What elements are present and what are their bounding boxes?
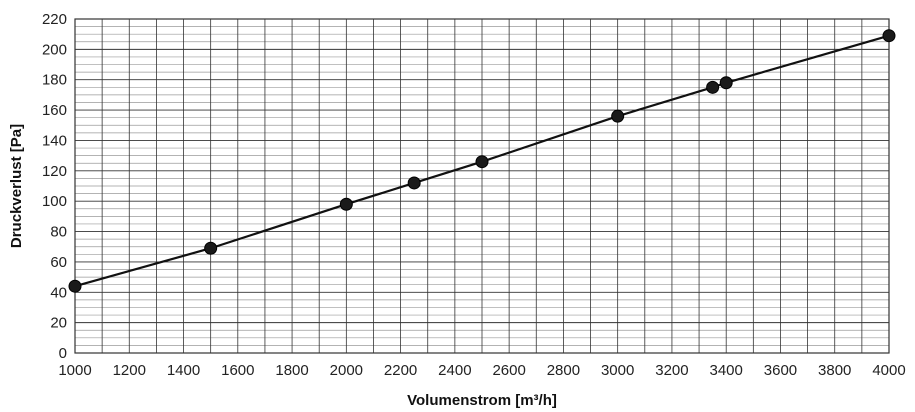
y-axis-title: Druckverlust [Pa]: [8, 124, 25, 248]
data-point: [882, 29, 896, 43]
data-point: [339, 197, 353, 211]
x-tick-label: 4000: [872, 362, 905, 379]
y-tick-label: 20: [50, 315, 67, 332]
series-layer: [68, 29, 896, 293]
x-tick-label: 1400: [167, 362, 200, 379]
x-tick-label: 2000: [330, 362, 363, 379]
x-tick-label: 3600: [764, 362, 797, 379]
major-gridlines: [75, 19, 889, 353]
y-tick-label: 120: [42, 163, 67, 180]
y-tick-label: 140: [42, 132, 67, 149]
x-tick-label: 2400: [438, 362, 471, 379]
x-tick-label: 2800: [547, 362, 580, 379]
x-tick-label: 1200: [113, 362, 146, 379]
x-tick-label: 3200: [655, 362, 688, 379]
plot-area-frame: [74, 18, 890, 354]
y-tick-label: 220: [42, 11, 67, 28]
x-tick-label: 1800: [275, 362, 308, 379]
y-axis-tick-labels: 0 20 40 60 80 100 120 140 160 180 200 220: [42, 11, 67, 362]
y-tick-label: 80: [50, 224, 67, 241]
y-tick-label: 0: [59, 345, 67, 362]
data-point: [475, 155, 489, 169]
y-tick-label: 180: [42, 72, 67, 89]
x-tick-label: 2200: [384, 362, 417, 379]
x-axis-title: Volumenstrom [m³/h]: [407, 392, 557, 409]
x-tick-label: 3400: [710, 362, 743, 379]
data-point: [407, 176, 421, 190]
y-tick-label: 60: [50, 254, 67, 271]
x-tick-label: 1600: [221, 362, 254, 379]
data-point: [611, 109, 625, 123]
data-point: [719, 76, 733, 90]
y-tick-label: 200: [42, 41, 67, 58]
data-point: [204, 241, 218, 255]
x-tick-label: 1000: [58, 362, 91, 379]
x-tick-label: 3800: [818, 362, 851, 379]
x-tick-label: 3000: [601, 362, 634, 379]
x-tick-label: 2600: [492, 362, 525, 379]
y-tick-label: 100: [42, 193, 67, 210]
data-point: [68, 279, 82, 293]
y-tick-label: 160: [42, 102, 67, 119]
y-tick-label: 40: [50, 284, 67, 301]
x-axis-tick-labels: 1000 1200 1400 1600 1800 2000 2200 2400 2600 2800…: [58, 362, 905, 379]
data-point: [706, 80, 720, 94]
